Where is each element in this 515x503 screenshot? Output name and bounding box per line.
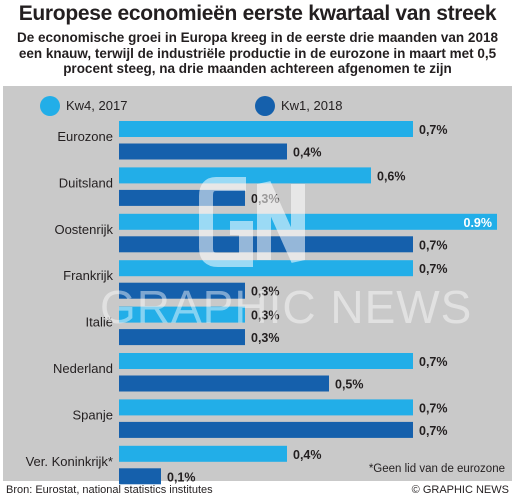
chart-subtitle: De economische groei in Europa kreeg in … [17,30,498,76]
source-credit: Bron: Eurostat, national statistics inst… [6,484,213,496]
bar-q1 [119,329,245,346]
data-label: 0,3% [251,331,280,345]
bar-q4 [119,399,413,416]
data-label: 0,3% [251,285,280,299]
data-label: 0.9% [464,216,493,230]
bar-q1 [119,421,413,438]
data-label: 0,7% [419,355,448,369]
legend-swatch-q1 [255,96,275,116]
legend-swatch-q4 [40,96,60,116]
data-label: 0,7% [419,238,448,252]
category-label: Eurozone [57,129,113,144]
data-label: 0,3% [251,309,280,323]
legend-label-q1: Kw1, 2018 [281,98,343,113]
data-label: 0,7% [419,123,448,137]
category-label: Italië [86,315,113,330]
data-label: 0,7% [419,401,448,415]
data-label: 0,7% [419,262,448,276]
legend-label-q4: Kw4, 2017 [66,98,128,113]
category-label: Duitsland [59,175,113,190]
bar-q4 [119,260,413,277]
data-label: 0,4% [293,146,322,160]
bar-q1 [119,375,329,392]
category-label: Oostenrijk [54,222,113,237]
copyright-credit: © GRAPHIC NEWS [411,484,509,496]
bar-q4 [119,353,413,369]
category-label: Spanje [73,407,113,422]
data-label: 0,6% [377,169,406,183]
bar-q1 [119,282,245,299]
bar-q4 [119,167,371,184]
bar-q4 [119,213,497,230]
bar-q4 [119,306,245,323]
footnote: *Geen lid van de eurozone [368,463,505,475]
bar-q1 [119,468,161,485]
bar-q1 [119,143,287,160]
data-label: 0,3% [251,192,280,206]
category-label: Frankrijk [63,268,113,283]
bar-q1 [119,236,413,253]
category-label: Ver. Koninkrijk* [26,454,113,469]
data-label: 0,4% [293,448,322,462]
data-label: 0,7% [419,424,448,438]
category-label: Nederland [53,361,113,376]
bar-q1 [119,189,245,206]
bar-q4 [119,121,413,137]
bar-q4 [119,445,287,462]
data-label: 0,5% [335,378,364,392]
chart-title: Europese economieën eerste kwartaal van … [18,2,497,25]
data-label: 0,1% [167,470,196,484]
